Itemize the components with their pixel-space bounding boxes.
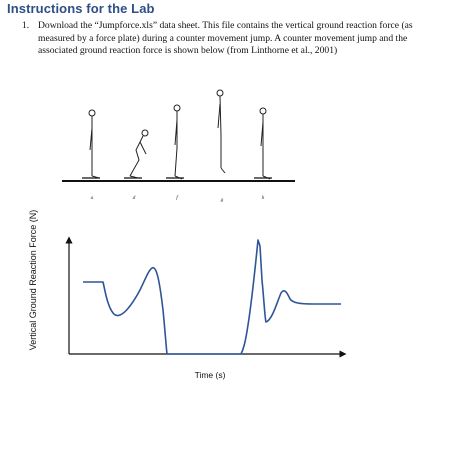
jumper-g [216,89,226,174]
instruction-number: 1. [22,20,30,31]
jumper-a [88,109,100,179]
section-heading: Instructions for the Lab [7,1,155,16]
phase-label-h: h [262,195,265,201]
phase-label-d: d [133,195,136,201]
instruction-item: 1. Download the “Jumpforce.xls” data she… [22,20,432,58]
phase-label-a: a [91,195,94,201]
force-curve [83,239,341,355]
jumper-f [173,104,183,180]
phase-label-g: g [221,197,224,203]
phase-label-f: f [176,194,179,201]
x-axis-label: Time (s) [194,370,226,380]
y-axis-label: Vertical Ground Reaction Force (N) [28,209,38,351]
instruction-text: Download the “Jumpforce.xls” data sheet.… [38,20,413,57]
jumper-d [129,129,149,179]
jumper-h [259,107,271,180]
